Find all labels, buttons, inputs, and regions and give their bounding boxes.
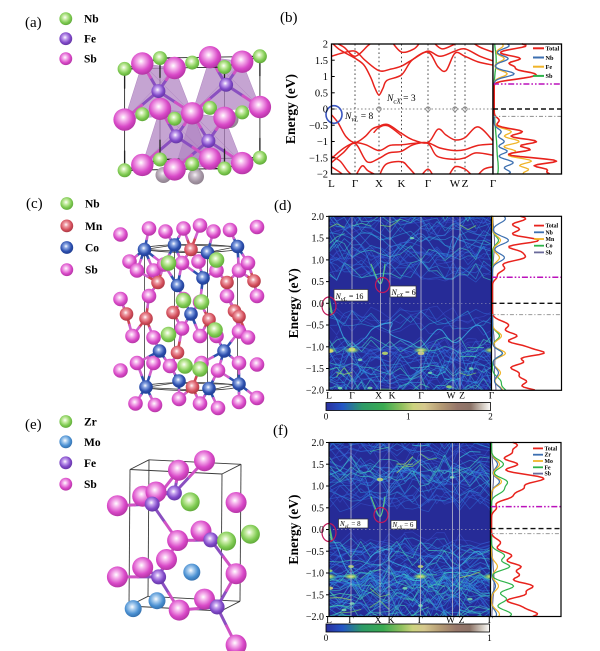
- svg-text:Fe: Fe: [546, 64, 553, 71]
- svg-text:Γ: Γ: [418, 392, 424, 402]
- svg-text:−0.5: −0.5: [306, 547, 324, 558]
- svg-text:NvL = 16: NvL = 16: [335, 292, 364, 303]
- svg-text:X: X: [375, 392, 382, 402]
- svg-text:(a): (a): [25, 15, 42, 31]
- svg-text:Sb: Sb: [546, 250, 552, 256]
- svg-text:Γ: Γ: [425, 178, 431, 190]
- svg-text:1.0: 1.0: [312, 255, 325, 266]
- svg-text:L: L: [326, 392, 332, 402]
- svg-text:Γ: Γ: [349, 392, 355, 402]
- svg-text:−2.0: −2.0: [306, 612, 324, 623]
- svg-text:K: K: [388, 616, 395, 626]
- svg-text:L: L: [328, 178, 335, 190]
- svg-text:Sb: Sb: [85, 265, 98, 277]
- svg-text:2: 2: [323, 40, 328, 51]
- svg-text:(d): (d): [274, 198, 292, 214]
- svg-text:1.5: 1.5: [312, 234, 325, 245]
- svg-text:Γ: Γ: [489, 392, 495, 402]
- svg-text:−1: −1: [317, 137, 328, 148]
- svg-text:Nb: Nb: [84, 14, 99, 26]
- svg-text:Fe: Fe: [545, 465, 552, 471]
- svg-text:W: W: [450, 178, 461, 190]
- svg-text:Γ: Γ: [352, 178, 358, 190]
- svg-text:−1.0: −1.0: [306, 569, 324, 580]
- svg-text:−2.0: −2.0: [306, 386, 324, 397]
- svg-text:Energy (eV): Energy (eV): [286, 268, 301, 338]
- svg-text:Mn: Mn: [85, 221, 103, 233]
- svg-text:Z: Z: [462, 178, 469, 190]
- svg-text:Nb: Nb: [85, 199, 100, 211]
- svg-text:NcX = 6: NcX = 6: [392, 521, 414, 531]
- svg-text:2.0: 2.0: [312, 212, 325, 223]
- svg-text:0.5: 0.5: [312, 277, 325, 288]
- svg-text:1: 1: [487, 633, 492, 643]
- svg-text:W: W: [446, 616, 455, 626]
- svg-text:0.0: 0.0: [312, 299, 325, 310]
- svg-text:Sb: Sb: [546, 73, 554, 80]
- svg-text:W: W: [447, 392, 456, 402]
- svg-text:NvL = 8: NvL = 8: [339, 520, 361, 530]
- svg-text:Z: Z: [459, 392, 465, 402]
- svg-text:Co: Co: [85, 243, 99, 255]
- svg-text:NvL = 8: NvL = 8: [344, 112, 373, 124]
- svg-text:Sb: Sb: [84, 479, 97, 491]
- svg-text:Mo: Mo: [545, 459, 553, 465]
- svg-text:0.5: 0.5: [312, 503, 325, 514]
- svg-text:X: X: [375, 616, 382, 626]
- svg-text:Mo: Mo: [84, 437, 101, 449]
- svg-text:Mn: Mn: [546, 237, 555, 243]
- svg-text:0: 0: [323, 105, 328, 116]
- svg-text:Total: Total: [545, 446, 558, 452]
- svg-text:1.5: 1.5: [312, 460, 325, 471]
- svg-text:Sb: Sb: [545, 472, 551, 478]
- svg-text:−0.5: −0.5: [309, 121, 328, 132]
- svg-text:Total: Total: [546, 224, 559, 230]
- svg-text:Fe: Fe: [84, 458, 96, 470]
- svg-text:Γ: Γ: [490, 178, 496, 190]
- svg-text:K: K: [398, 178, 406, 190]
- svg-text:Γ: Γ: [488, 616, 494, 626]
- svg-text:(c): (c): [26, 196, 43, 212]
- svg-text:1: 1: [323, 72, 328, 83]
- svg-text:2: 2: [488, 412, 493, 422]
- svg-text:−2: −2: [317, 170, 328, 181]
- svg-text:Γ: Γ: [348, 616, 354, 626]
- svg-text:X: X: [375, 178, 383, 190]
- svg-text:Z: Z: [459, 616, 465, 626]
- svg-text:−0.5: −0.5: [306, 321, 324, 332]
- svg-text:Zr: Zr: [84, 417, 97, 429]
- svg-text:Total: Total: [546, 46, 560, 53]
- svg-text:L: L: [326, 616, 332, 626]
- svg-text:−1.5: −1.5: [306, 364, 324, 375]
- svg-text:Co: Co: [546, 244, 553, 250]
- svg-text:Energy (eV): Energy (eV): [283, 74, 298, 144]
- svg-text:Sb: Sb: [84, 54, 97, 66]
- svg-text:Γ: Γ: [418, 616, 424, 626]
- svg-text:0: 0: [324, 633, 329, 643]
- svg-text:1.0: 1.0: [312, 482, 325, 493]
- svg-text:−1.0: −1.0: [306, 342, 324, 353]
- svg-text:Zr: Zr: [545, 453, 552, 459]
- svg-text:2.0: 2.0: [312, 438, 325, 449]
- svg-text:Fe: Fe: [84, 34, 96, 46]
- svg-text:−1.5: −1.5: [309, 153, 328, 164]
- svg-text:Energy (eV): Energy (eV): [286, 494, 301, 564]
- svg-text:1: 1: [406, 412, 411, 422]
- svg-text:(f): (f): [273, 423, 288, 439]
- svg-text:Nb: Nb: [546, 230, 553, 236]
- svg-text:1.5: 1.5: [315, 56, 328, 67]
- svg-text:NcX = 3: NcX = 3: [386, 94, 416, 106]
- svg-text:0: 0: [324, 412, 329, 422]
- svg-text:0.0: 0.0: [312, 525, 325, 536]
- svg-text:NcX = 6: NcX = 6: [391, 288, 416, 299]
- svg-text:K: K: [389, 392, 396, 402]
- svg-text:0.5: 0.5: [315, 88, 328, 99]
- svg-text:Nb: Nb: [546, 55, 555, 62]
- svg-text:(b): (b): [280, 10, 298, 26]
- svg-text:−1.5: −1.5: [306, 590, 324, 601]
- svg-text:(e): (e): [25, 417, 42, 433]
